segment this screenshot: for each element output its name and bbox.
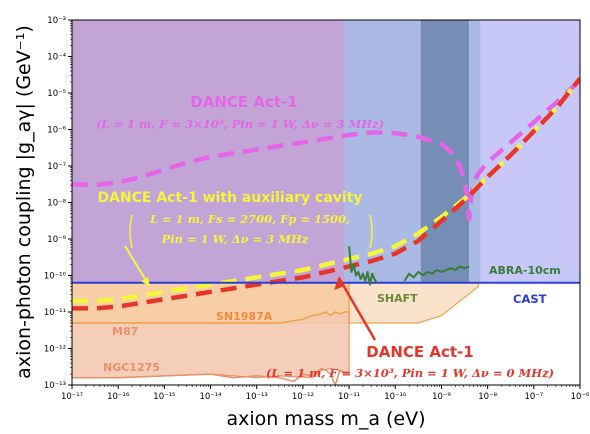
m87-line [72,311,350,324]
label-shaft: SHAFT [377,292,418,305]
label-cast: CAST [513,292,547,306]
x-tick-label: 10⁻⁹ [432,392,451,402]
blue-region-dark [420,20,470,283]
dance-bottom-arrow-line [337,277,377,341]
x-tick-label: 10⁻¹¹ [338,392,360,402]
blue-region-2 [469,20,481,283]
label-dance-aux-params-2: Pin = 1 W, Δν = 3 MHz [161,232,309,246]
x-tick-label: 10⁻⁶ [571,392,590,402]
label-dance-top-params: (L = 1 m, F = 3×10³, Pin = 1 W, Δν = 3 M… [96,117,384,131]
y-tick-label: 10⁻¹³ [44,381,66,391]
series-4 [348,246,378,286]
label-dance-bottom-params: (L = 1 m, F = 3×10³, Pin = 1 W, Δν = 0 M… [266,366,554,380]
x-tick-label: 10⁻¹⁰ [384,392,407,402]
y-tick-label: 10⁻⁸ [47,199,66,209]
blue-region-1 [344,20,421,283]
label-dance-top: DANCE Act-1 [190,93,297,111]
y-tick-label: 10⁻⁴ [47,53,66,63]
x-tick-label: 10⁻¹⁵ [153,392,175,402]
exclusion-regions [72,20,580,283]
label-dance-aux: DANCE Act-1 with auxiliary cavity [97,190,362,206]
label-dance-aux-params-1: L = 1 m, Fs = 2700, Fp = 1500, [149,212,350,226]
dance-bottom-arrowhead [334,276,345,290]
x-tick-label: 10⁻¹³ [246,392,268,402]
y-tick-label: 10⁻⁷ [47,162,66,172]
x-axis-title: axion mass m_a (eV) [226,408,425,430]
label-dance-bottom: DANCE Act-1 [366,343,473,361]
y-tick-label: 10⁻⁹ [47,235,66,245]
x-tick-label: 10⁻⁷ [524,392,543,402]
purple-region [72,20,345,283]
x-axis-ticks: 10⁻¹⁷ 10⁻¹⁶ 10⁻¹⁵ 10⁻¹⁴ 10⁻¹³ 10⁻¹² 10⁻¹¹ 10⁻¹⁰… [61,385,590,402]
dance-aux-brace-right [369,214,373,249]
constraint-fills [72,282,479,379]
label-sn1987a: SN1987A [216,310,273,323]
y-tick-label: 10⁻¹¹ [44,308,66,318]
dance-aux-arrowhead [141,277,150,287]
y-tick-label: 10⁻⁶ [47,126,66,136]
label-abra: ABRA-10cm [489,264,561,277]
constraint-curves [72,311,350,385]
x-tick-label: 10⁻¹⁴ [199,392,222,402]
y-tick-label: 10⁻³ [47,16,66,26]
blue-region-light [480,20,580,283]
x-tick-label: 10⁻¹⁷ [61,392,84,402]
series-5 [403,265,470,282]
y-tick-label: 10⁻⁵ [47,89,66,99]
y-tick-label: 10⁻¹⁰ [44,272,67,282]
y-tick-label: 10⁻¹² [44,345,66,355]
x-tick-label: 10⁻¹² [292,392,314,402]
dance-aux-brace-left [129,214,133,249]
sensitivity-series [72,77,580,311]
ngc1275-line [72,367,350,385]
label-m87: M87 [112,325,138,338]
series-2 [72,77,580,311]
x-tick-label: 10⁻¹⁶ [107,392,130,402]
y-axis-ticks: 10⁻¹³ 10⁻¹² 10⁻¹¹ 10⁻¹⁰ 10⁻⁹ 10⁻⁸ 10⁻⁷ 10⁻⁶ 10⁻⁵… [44,16,72,391]
series-0 [72,78,580,222]
x-tick-label: 10⁻⁸ [478,392,497,402]
label-ngc1275: NGC1275 [103,361,160,374]
y-axis-title: axion-photon coupling |g_aγ| (GeV⁻¹) [13,25,35,379]
